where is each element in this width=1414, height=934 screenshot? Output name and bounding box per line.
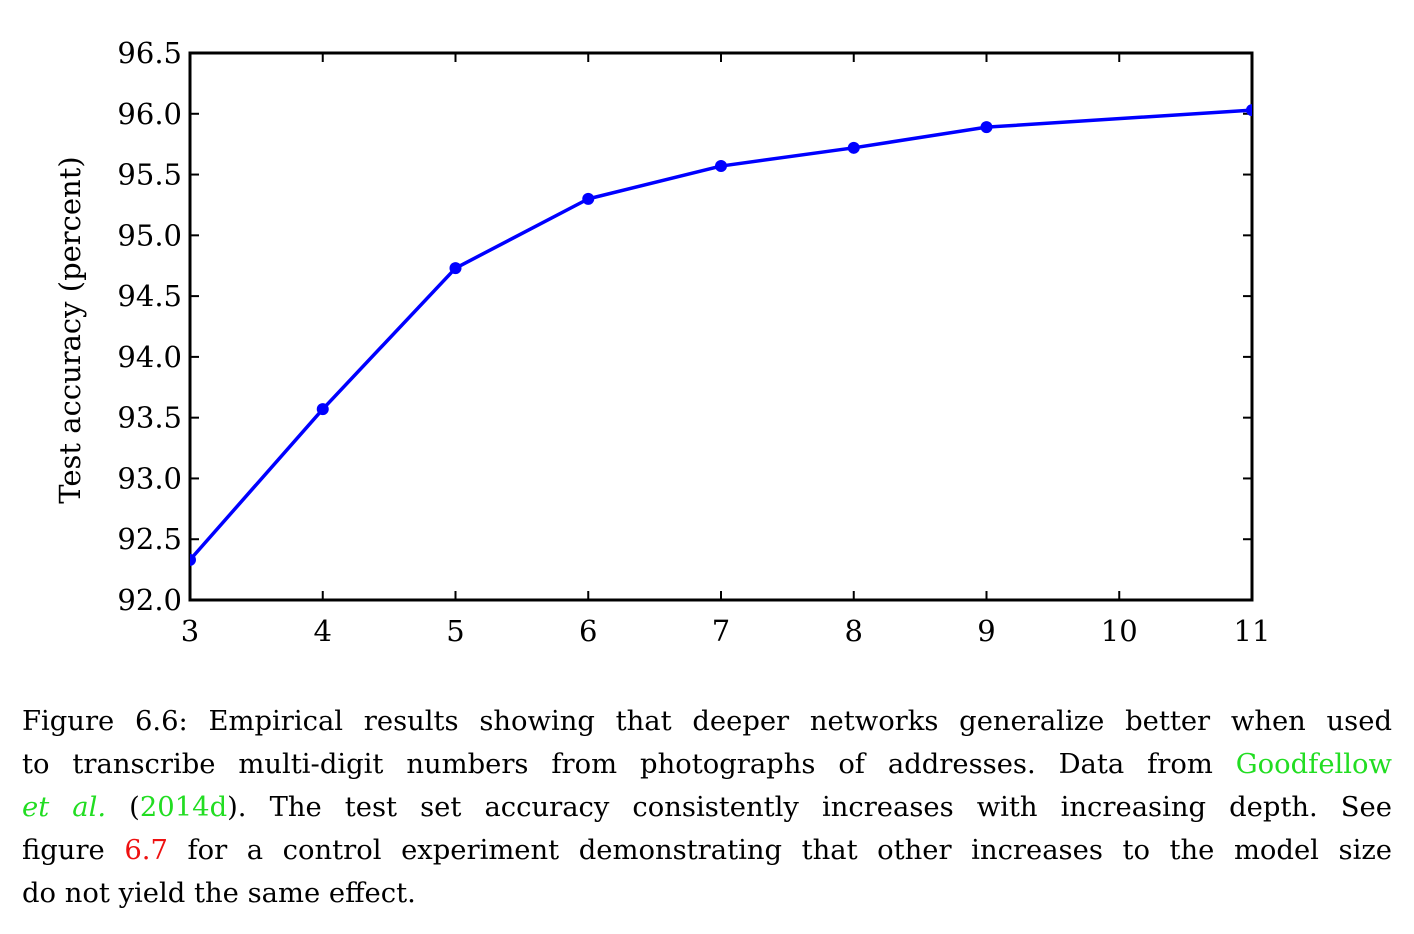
caption-line-2: to transcribe multi-digit numbers from p… [22,743,1392,786]
caption-line-3: et al. (2014d). The test set accuracy co… [22,786,1392,829]
x-tick-label: 5 [446,614,464,648]
y-tick-label: 92.0 [117,583,182,617]
data-point [449,262,462,275]
y-tick-label: 94.5 [117,279,182,313]
caption-line-1: Figure 6.6: Empirical results showing th… [22,706,1392,737]
caption-text: figure [22,835,105,866]
plot-frame [188,51,1254,602]
x-tick-label: 9 [977,614,995,648]
plot-area [188,51,1254,602]
x-tick-label: 8 [845,614,863,648]
y-tick-label: 94.0 [117,340,182,374]
y-axis: 92.0 92.5 93.0 93.5 94.0 94.5 95.0 95.5 96.0 96.5 [117,36,1252,617]
data-point [582,192,595,205]
citation-link-author[interactable]: Goodfellow [1235,749,1392,780]
x-tick-label: 7 [712,614,730,648]
figure-caption: Figure 6.6: Empirical results showing th… [22,700,1392,915]
y-axis-label: Test accuracy (percent) [53,156,87,503]
data-point [316,403,329,416]
data-point [980,121,993,134]
figure-ref-link[interactable]: 6.7 [124,835,168,866]
caption-text: ). The test set accuracy consistently in… [227,792,1392,823]
y-tick-label: 96.5 [117,36,182,70]
line-chart: 92.0 92.5 93.0 93.5 94.0 94.5 95.0 95.5 96.0 96.5… [53,36,1271,648]
y-tick-label: 95.0 [117,218,182,252]
data-point [1246,104,1252,117]
caption-text: to transcribe multi-digit numbers from p… [22,749,1213,780]
caption-paren: ( [129,792,140,823]
data-point [715,160,727,173]
citation-link-etal[interactable]: et al. [22,792,107,823]
y-tick-label: 96.0 [117,97,182,131]
x-tick-label: 6 [579,614,597,648]
y-tick-label: 92.5 [117,522,182,556]
caption-line-4: figure 6.7 for a control experiment demo… [22,829,1392,872]
data-point [190,553,196,566]
y-tick-label: 93.5 [117,401,182,435]
citation-link-year[interactable]: 2014d [139,792,228,823]
series-layer [190,104,1252,566]
x-axis: 3 4 5 6 7 8 9 10 11 [181,53,1271,648]
caption-line-5: do not yield the same effect. [22,878,416,909]
series-line [190,108,1252,562]
x-tick-label: 11 [1234,614,1271,648]
data-point [847,141,860,154]
caption-text: for a control experiment demonstrating t… [187,835,1392,866]
x-tick-label: 4 [314,614,332,648]
x-tick-label: 10 [1101,614,1138,648]
y-tick-label: 93.0 [117,461,182,495]
y-tick-label: 95.5 [117,158,182,192]
x-tick-label: 3 [181,614,199,648]
